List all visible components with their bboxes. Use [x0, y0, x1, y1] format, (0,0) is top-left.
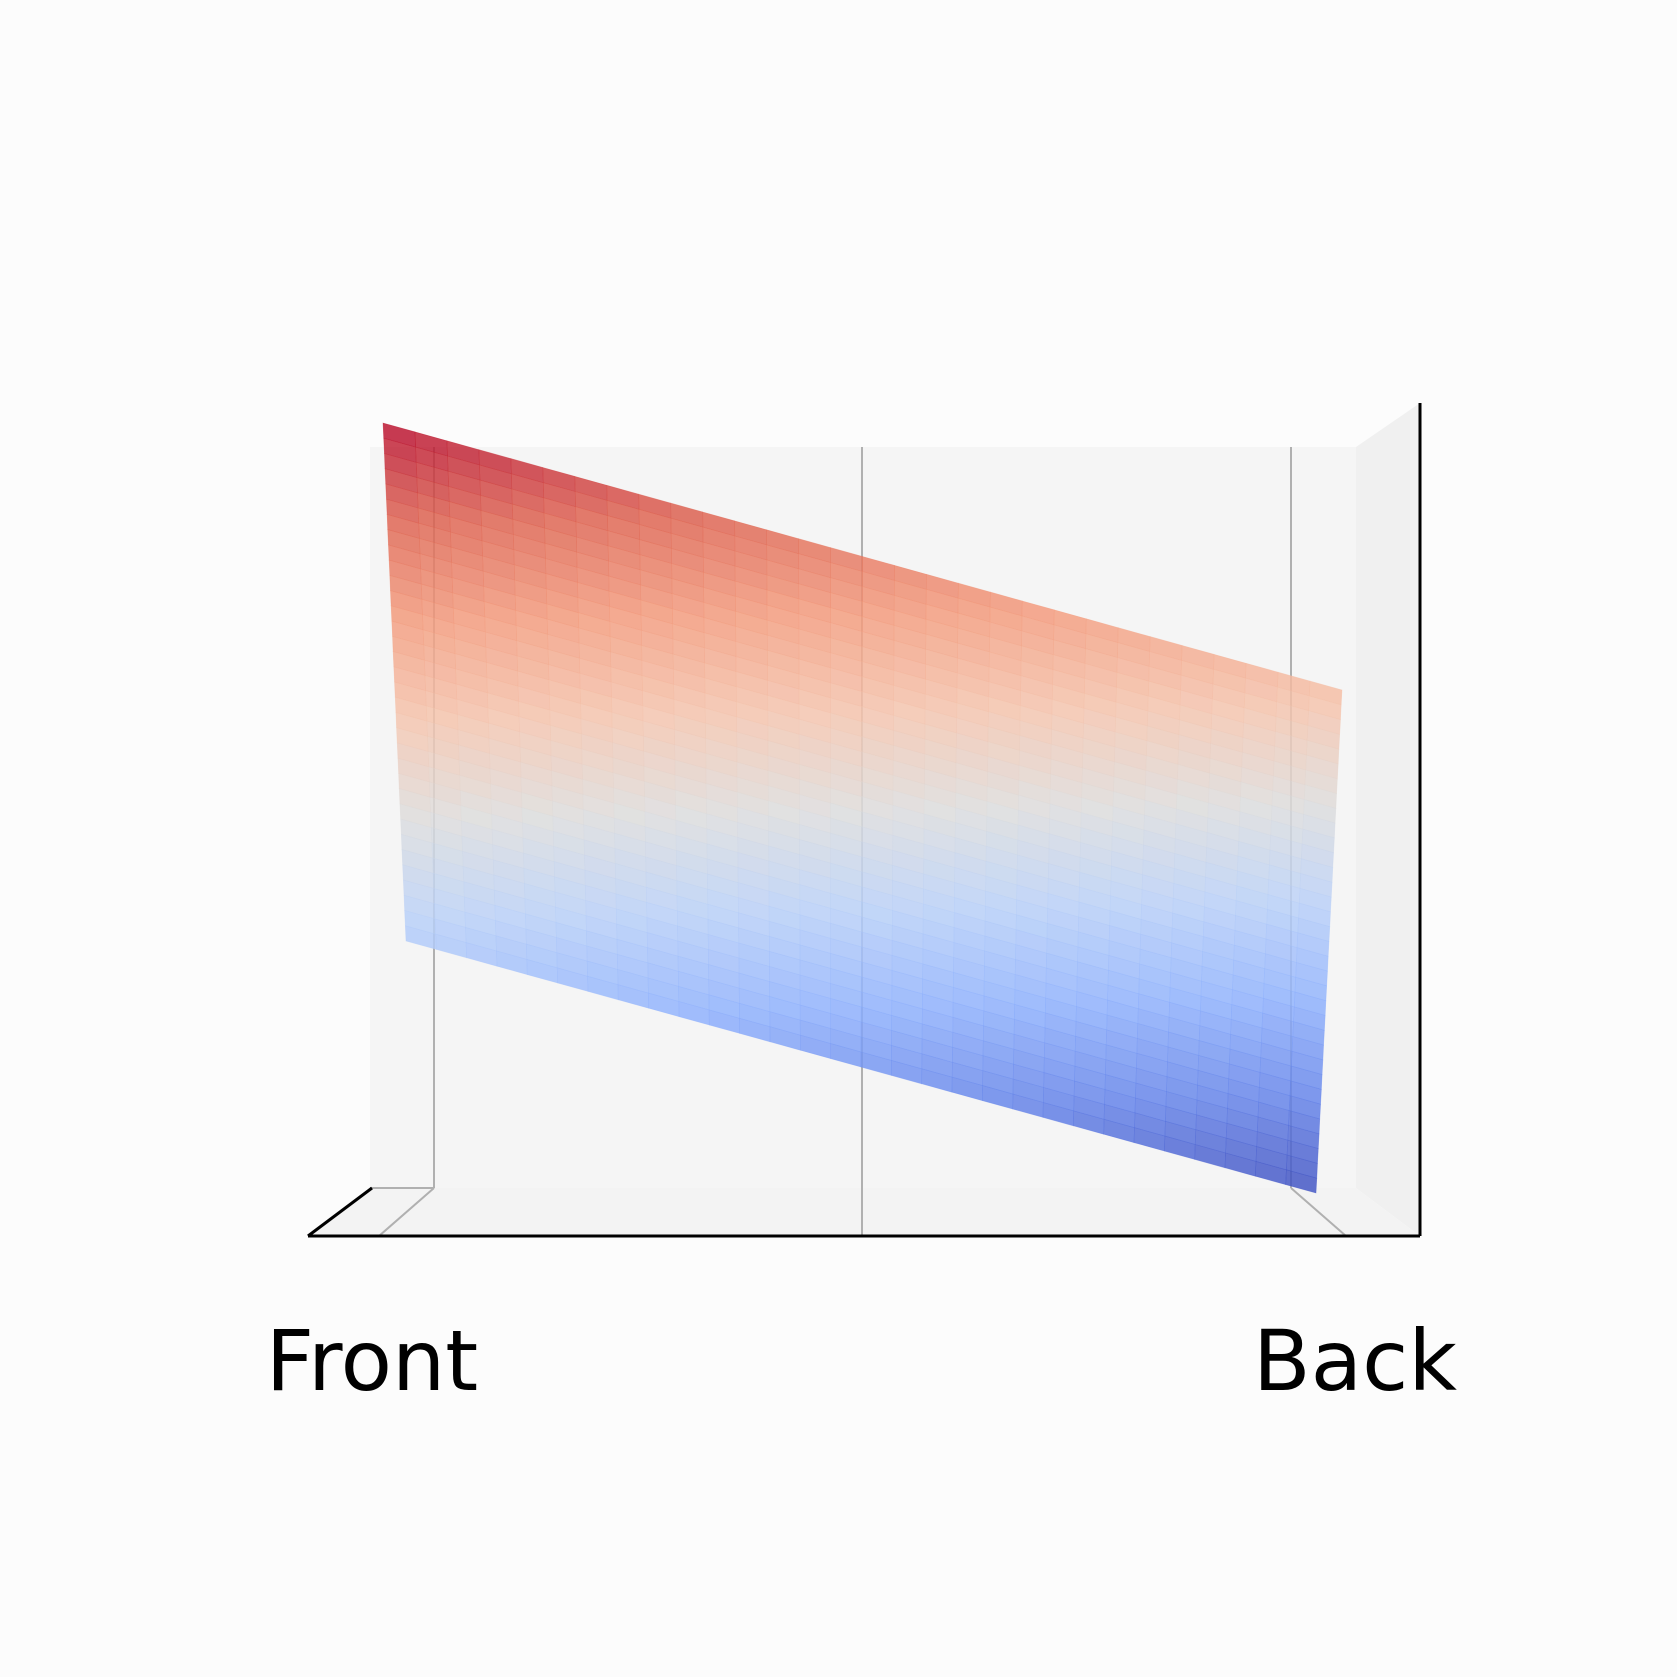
x-tick-label-back: Back	[1253, 1312, 1457, 1410]
side-pane	[1356, 403, 1420, 1236]
gridline	[378, 1187, 435, 1237]
gridline	[1290, 1187, 1347, 1237]
x-tick-label-front: Front	[266, 1312, 478, 1410]
x-axis-end-line	[307, 1186, 373, 1238]
floor-pane	[308, 1188, 1420, 1236]
surface-patch	[1285, 1169, 1318, 1194]
surface	[382, 422, 1343, 1194]
